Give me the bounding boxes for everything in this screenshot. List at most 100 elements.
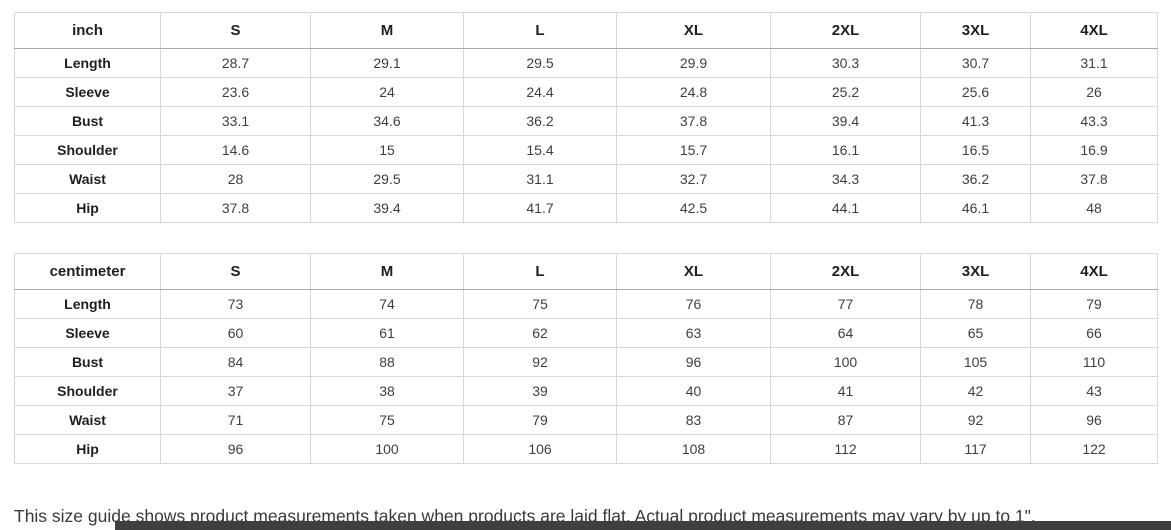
measurement-value: 42.5: [616, 193, 771, 223]
measurement-value: 37: [160, 376, 311, 406]
measurement-row: Waist 71 75 79 83 87 92 96: [14, 405, 1158, 435]
size-table-header-row: inch S M L XL 2XL 3XL 4XL: [14, 12, 1158, 49]
measurement-row: Shoulder 14.6 15 15.4 15.7 16.1 16.5 16.9: [14, 135, 1158, 165]
size-column-header: 4XL: [1030, 253, 1158, 290]
measurement-value: 39.4: [310, 193, 464, 223]
measurement-value: 105: [920, 347, 1031, 377]
measurement-value: 40: [616, 376, 771, 406]
measurement-label: Waist: [14, 405, 161, 435]
measurement-value: 41.3: [920, 106, 1031, 136]
measurement-value: 48: [1030, 193, 1158, 223]
measurement-label: Sleeve: [14, 318, 161, 348]
measurement-label: Hip: [14, 434, 161, 464]
measurement-row: Sleeve 23.6 24 24.4 24.8 25.2 25.6 26: [14, 77, 1158, 107]
measurement-value: 34.6: [310, 106, 464, 136]
measurement-value: 29.5: [463, 48, 617, 78]
measurement-row: Shoulder 37 38 39 40 41 42 43: [14, 376, 1158, 406]
measurement-row: Length 28.7 29.1 29.5 29.9 30.3 30.7 31.1: [14, 48, 1158, 78]
measurement-value: 28: [160, 164, 311, 194]
size-column-header: S: [160, 253, 311, 290]
measurement-value: 36.2: [920, 164, 1031, 194]
measurement-value: 24.8: [616, 77, 771, 107]
measurement-value: 29.1: [310, 48, 464, 78]
measurement-label: Waist: [14, 164, 161, 194]
size-column-header: L: [463, 253, 617, 290]
measurement-value: 31.1: [1030, 48, 1158, 78]
horizontal-scrollbar-thumb[interactable]: [115, 521, 1171, 530]
size-table-header-row: centimeter S M L XL 2XL 3XL 4XL: [14, 253, 1158, 290]
measurement-row: Hip 96 100 106 108 112 117 122: [14, 434, 1158, 464]
measurement-label: Sleeve: [14, 77, 161, 107]
measurement-value: 100: [310, 434, 464, 464]
measurement-value: 15.7: [616, 135, 771, 165]
measurement-value: 37.8: [616, 106, 771, 136]
measurement-value: 62: [463, 318, 617, 348]
measurement-value: 16.9: [1030, 135, 1158, 165]
measurement-value: 75: [463, 289, 617, 319]
measurement-label: Shoulder: [14, 376, 161, 406]
measurement-value: 122: [1030, 434, 1158, 464]
measurement-value: 32.7: [616, 164, 771, 194]
measurement-value: 92: [463, 347, 617, 377]
size-column-header: L: [463, 12, 617, 49]
measurement-value: 14.6: [160, 135, 311, 165]
measurement-row: Length 73 74 75 76 77 78 79: [14, 289, 1158, 319]
measurement-value: 25.6: [920, 77, 1031, 107]
measurement-value: 25.2: [770, 77, 921, 107]
measurement-row: Waist 28 29.5 31.1 32.7 34.3 36.2 37.8: [14, 164, 1158, 194]
measurement-label: Bust: [14, 106, 161, 136]
size-column-header: M: [310, 12, 464, 49]
measurement-value: 108: [616, 434, 771, 464]
measurement-value: 77: [770, 289, 921, 319]
measurement-value: 29.9: [616, 48, 771, 78]
size-table-centimeter: centimeter S M L XL 2XL 3XL 4XL Length 73 74 75 76 77…: [14, 253, 1158, 464]
measurement-value: 106: [463, 434, 617, 464]
measurement-value: 84: [160, 347, 311, 377]
measurement-value: 110: [1030, 347, 1158, 377]
measurement-value: 39.4: [770, 106, 921, 136]
measurement-value: 73: [160, 289, 311, 319]
measurement-value: 42: [920, 376, 1031, 406]
measurement-value: 64: [770, 318, 921, 348]
measurement-value: 24.4: [463, 77, 617, 107]
measurement-value: 79: [1030, 289, 1158, 319]
measurement-value: 41.7: [463, 193, 617, 223]
measurement-value: 16.5: [920, 135, 1031, 165]
measurement-value: 96: [1030, 405, 1158, 435]
measurement-value: 61: [310, 318, 464, 348]
measurement-value: 36.2: [463, 106, 617, 136]
measurement-value: 15: [310, 135, 464, 165]
measurement-value: 30.7: [920, 48, 1031, 78]
measurement-label: Length: [14, 289, 161, 319]
measurement-value: 28.7: [160, 48, 311, 78]
measurement-value: 26: [1030, 77, 1158, 107]
measurement-value: 117: [920, 434, 1031, 464]
measurement-value: 15.4: [463, 135, 617, 165]
unit-header-cell: centimeter: [14, 253, 161, 290]
measurement-value: 76: [616, 289, 771, 319]
size-guide-note: This size guide shows product measuremen…: [14, 505, 1036, 526]
measurement-label: Length: [14, 48, 161, 78]
measurement-row: Hip 37.8 39.4 41.7 42.5 44.1 46.1 48: [14, 193, 1158, 223]
measurement-value: 34.3: [770, 164, 921, 194]
measurement-label: Bust: [14, 347, 161, 377]
measurement-value: 29.5: [310, 164, 464, 194]
size-column-header: 2XL: [770, 12, 921, 49]
measurement-value: 37.8: [160, 193, 311, 223]
measurement-value: 41: [770, 376, 921, 406]
measurement-value: 24: [310, 77, 464, 107]
measurement-value: 92: [920, 405, 1031, 435]
size-column-header: S: [160, 12, 311, 49]
measurement-value: 43.3: [1030, 106, 1158, 136]
measurement-value: 83: [616, 405, 771, 435]
measurement-value: 79: [463, 405, 617, 435]
measurement-value: 33.1: [160, 106, 311, 136]
measurement-value: 39: [463, 376, 617, 406]
measurement-value: 16.1: [770, 135, 921, 165]
measurement-value: 38: [310, 376, 464, 406]
measurement-value: 88: [310, 347, 464, 377]
unit-header-cell: inch: [14, 12, 161, 49]
measurement-value: 66: [1030, 318, 1158, 348]
measurement-value: 78: [920, 289, 1031, 319]
